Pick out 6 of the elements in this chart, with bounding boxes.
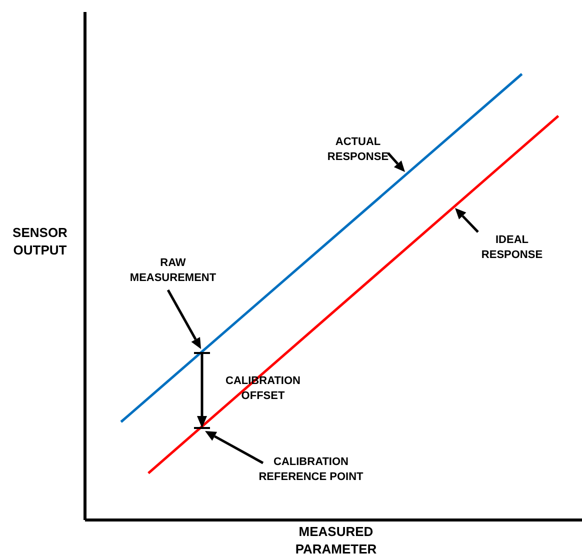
y-axis-title: SENSOR OUTPUT (12, 225, 68, 258)
annotation: ACTUAL RESPONSE (327, 136, 389, 163)
annotation: RAW MEASUREMENT (130, 257, 216, 284)
annotation: IDEAL RESPONSE (481, 234, 543, 261)
annotation: CALIBRATION REFERENCE POINT (258, 456, 364, 483)
x-axis-title: MEASURED PARAMETER (295, 524, 378, 556)
